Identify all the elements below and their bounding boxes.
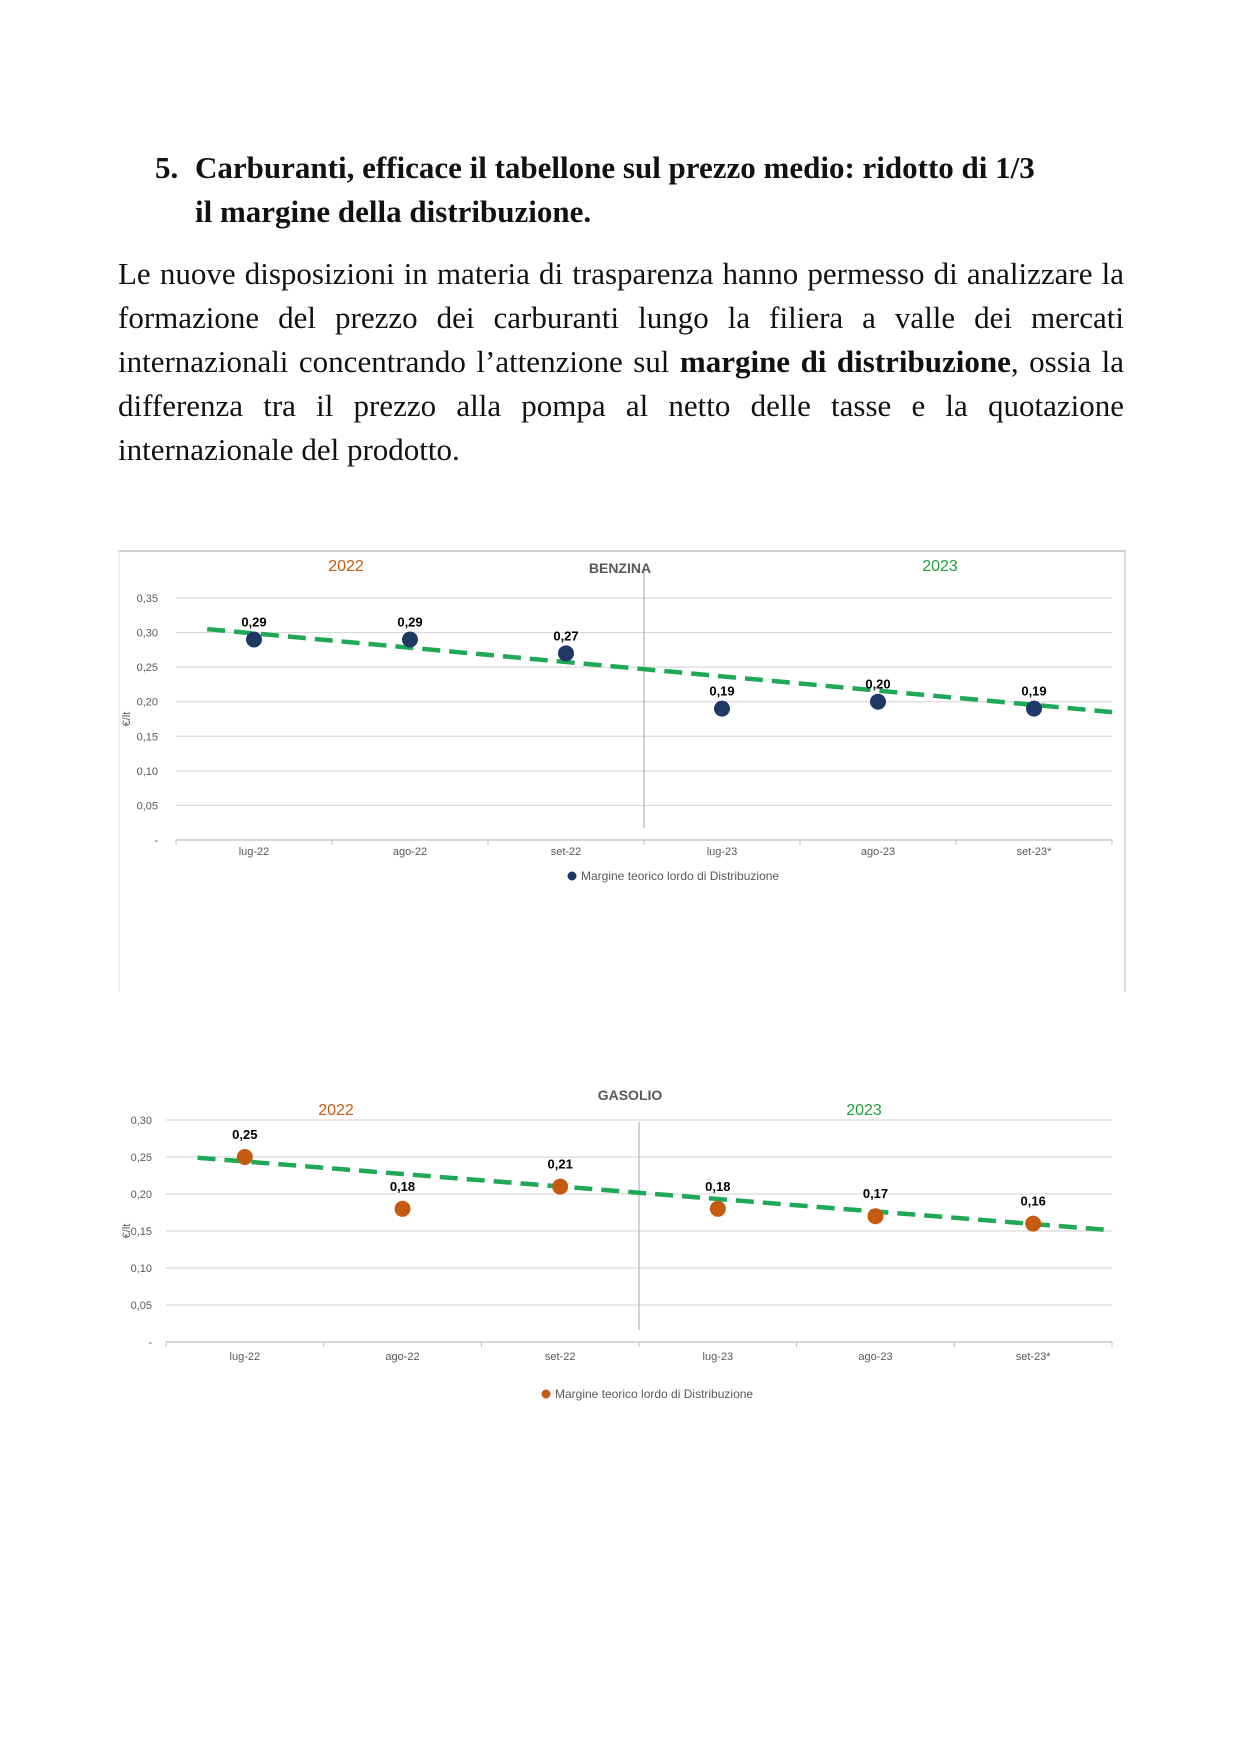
body-paragraph: Le nuove disposizioni in materia di tras… <box>118 252 1124 472</box>
y-tick-label: 0,10 <box>137 766 158 778</box>
legend-marker <box>567 871 577 881</box>
x-tick-label: set-22 <box>545 1351 576 1363</box>
x-tick-label: set-23* <box>1016 1351 1052 1363</box>
heading-line-1: Carburanti, efficace il tabellone sul pr… <box>195 150 1035 185</box>
paragraph-text-1: Le nuove disposizioni in materia di tras… <box>118 256 1124 379</box>
y-axis-label: €/lt <box>121 712 133 727</box>
y-tick-label: 0,05 <box>131 1300 152 1312</box>
y-axis-label: €/lt <box>121 1224 133 1239</box>
x-tick-label: set-23* <box>1017 846 1053 858</box>
y-tick-label: 0,35 <box>137 593 158 605</box>
legend-marker <box>541 1389 551 1399</box>
chart-benzina: - 0,05 0,10 0,15 0,20 0,25 0,30 0,35 lug-22 ago-2… <box>118 550 1126 992</box>
data-label: 0,21 <box>548 1157 573 1172</box>
y-tick-label: 0,10 <box>131 1263 152 1275</box>
chart-gasolio-svg: - 0,05 0,10 0,15 0,20 0,25 0,30 lug-22 ago-22 set… <box>121 1087 1113 1401</box>
data-point <box>246 631 262 648</box>
y-tick-label: 0,25 <box>131 1152 152 1164</box>
chart-title: GASOLIO <box>598 1087 663 1103</box>
x-tick-label: ago-22 <box>385 1351 419 1363</box>
year-label-2022: 2022 <box>328 558 364 575</box>
data-label: 0,19 <box>1021 684 1046 699</box>
data-label: 0,29 <box>397 614 422 629</box>
data-point <box>870 693 886 710</box>
x-tick-label: set-22 <box>551 846 582 858</box>
paragraph-bold-term: margine di distribuzione <box>679 344 1011 379</box>
y-tick-label: 0,25 <box>137 662 158 674</box>
data-point <box>1026 700 1042 717</box>
data-point <box>394 1200 411 1217</box>
data-point <box>1025 1215 1042 1232</box>
trend-line <box>206 626 1113 715</box>
year-label-2022: 2022 <box>318 1102 354 1119</box>
x-tick-label: ago-22 <box>393 846 427 858</box>
data-label: 0,29 <box>241 614 266 629</box>
y-tick-label: 0,20 <box>137 697 158 709</box>
data-point <box>236 1149 253 1165</box>
chart-gasolio: - 0,05 0,10 0,15 0,20 0,25 0,30 lug-22 ago-22 set… <box>118 1072 1126 1540</box>
section-heading: 5. Carburanti, efficace il tabellone sul… <box>155 146 1115 234</box>
x-tick-label: lug-23 <box>707 846 738 858</box>
heading-number: 5. <box>155 150 179 185</box>
data-label: 0,18 <box>705 1179 730 1194</box>
data-label: 0,16 <box>1021 1194 1046 1209</box>
y-tick-label: 0,05 <box>137 800 158 812</box>
data-point <box>709 1200 726 1217</box>
data-point <box>867 1208 884 1225</box>
data-label: 0,17 <box>863 1186 888 1201</box>
year-label-2023: 2023 <box>922 558 958 575</box>
x-tick-label: ago-23 <box>858 1351 892 1363</box>
y-tick-label: 0,15 <box>131 1226 152 1238</box>
year-label-2023: 2023 <box>846 1102 882 1119</box>
x-tick-label: lug-23 <box>703 1351 734 1363</box>
data-point <box>714 700 730 717</box>
data-label: 0,20 <box>865 677 890 692</box>
x-tick-label: lug-22 <box>230 1351 261 1363</box>
chart-benzina-svg: - 0,05 0,10 0,15 0,20 0,25 0,30 0,35 lug-22 ago-2… <box>118 550 1126 992</box>
data-label: 0,27 <box>553 628 578 643</box>
y-tick-label: - <box>148 1337 152 1349</box>
data-label: 0,19 <box>709 684 734 699</box>
data-label: 0,18 <box>390 1179 415 1194</box>
y-tick-label: 0,30 <box>137 628 158 640</box>
data-point <box>552 1178 569 1195</box>
data-point <box>558 645 574 662</box>
heading-line-2: il margine della distribuzione. <box>195 194 592 229</box>
trend-line <box>197 1155 1113 1233</box>
chart-title: BENZINA <box>589 560 651 576</box>
y-tick-label: 0,20 <box>131 1189 152 1201</box>
paragraph-text-2: , ossia la differenza tra il prezzo alla… <box>118 344 1125 467</box>
data-label: 0,25 <box>232 1127 257 1142</box>
legend-label: Margine teorico lordo di Distribuzione <box>555 1387 753 1401</box>
legend-label: Margine teorico lordo di Distribuzione <box>581 869 779 883</box>
y-tick-label: 0,15 <box>137 731 158 743</box>
data-point <box>402 631 418 648</box>
x-tick-label: ago-23 <box>861 846 895 858</box>
x-tick-label: lug-22 <box>239 846 270 858</box>
y-tick-label: - <box>154 835 158 847</box>
y-tick-label: 0,30 <box>131 1115 152 1127</box>
